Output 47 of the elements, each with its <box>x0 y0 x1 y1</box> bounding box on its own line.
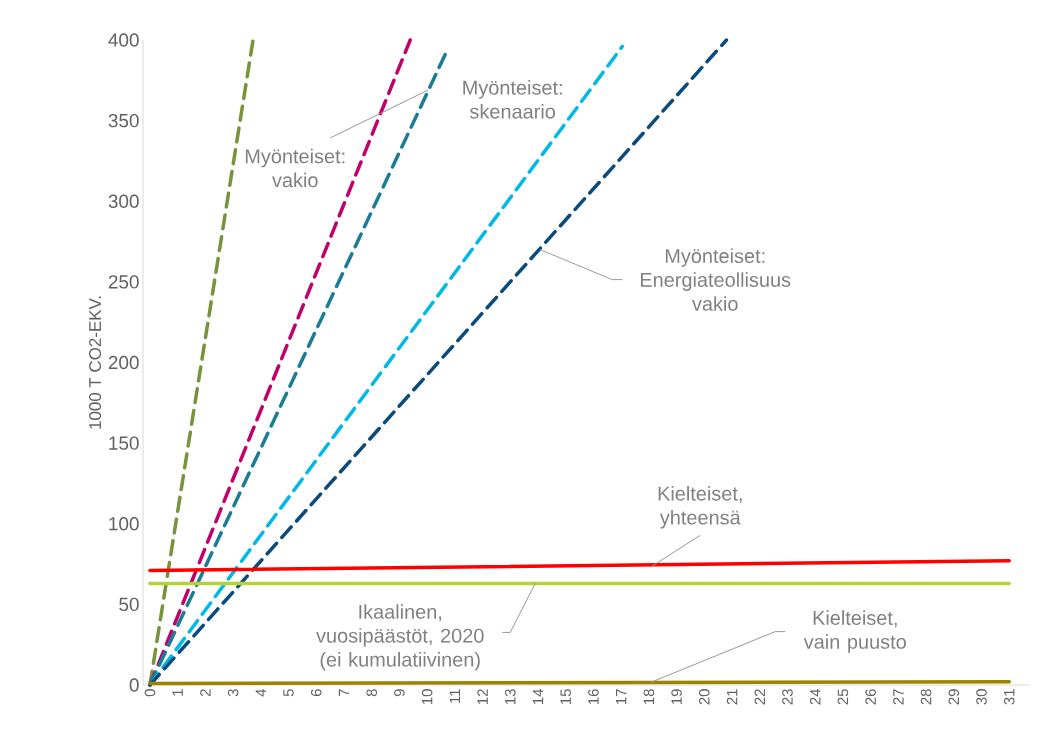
x-tick-label: 19 <box>671 689 682 704</box>
x-tick-label: 18 <box>643 689 655 704</box>
x-tick-label: 8 <box>366 689 377 697</box>
x-tick-label: 9 <box>394 689 405 697</box>
y-tick-label: 150 <box>109 436 139 450</box>
x-tick-label: 6 <box>310 689 322 697</box>
x-tick-label: 25 <box>837 689 849 705</box>
annotation: Kielteiset, vain puusto <box>803 610 906 653</box>
x-tick-label: 2 <box>200 689 211 697</box>
y-tick-label: 200 <box>108 355 139 370</box>
x-tick-label: 31 <box>1003 689 1015 705</box>
y-tick-label: 100 <box>109 517 139 531</box>
x-tick-label: 29 <box>948 689 960 705</box>
x-tick-label: 15 <box>560 689 571 704</box>
x-tick-label: 7 <box>338 689 350 697</box>
y-tick-label: 400 <box>108 33 139 47</box>
x-tick-label: 3 <box>227 689 239 697</box>
x-tick-label: 14 <box>532 688 544 704</box>
x-tick-label: 24 <box>809 688 821 705</box>
x-tick-label: 26 <box>865 689 876 705</box>
y-tick-label: 50 <box>119 597 139 612</box>
x-tick-label: 1 <box>172 689 183 696</box>
annotation: Myönteiset: vakio <box>245 148 345 188</box>
annotation: Myönteiset: Energiateollisuus vakio <box>640 248 791 311</box>
x-tick-label: 28 <box>920 689 932 705</box>
x-tick-label: 20 <box>699 689 710 705</box>
x-tick-label: 5 <box>283 689 294 697</box>
y-tick-label: 300 <box>108 194 139 208</box>
annotation: Kielteiset, yhteensä <box>658 486 742 529</box>
x-tick-label: 30 <box>976 689 987 705</box>
annotation: Ikaalinen, vuosipäästöt, 2020 (ei kumulatiivinen) <box>316 604 484 671</box>
x-tick-label: 13 <box>504 689 516 704</box>
x-tick-label: 21 <box>726 689 738 705</box>
x-tick-label: 4 <box>255 688 266 697</box>
x-tick-label: 17 <box>616 689 627 704</box>
y-axis-title: 1000 T CO2-EKV. <box>89 296 102 429</box>
x-tick-label: 12 <box>477 689 488 704</box>
annotation: Myönteiset: skenaario <box>463 80 562 119</box>
y-tick-label: 350 <box>108 113 139 128</box>
x-tick-label: 10 <box>421 689 433 704</box>
x-tick-label: 16 <box>588 689 599 704</box>
y-tick-label: 250 <box>108 275 139 289</box>
x-tick-label: 0 <box>144 689 156 697</box>
x-tick-label: 11 <box>449 689 460 703</box>
x-tick-label: 22 <box>754 689 765 705</box>
x-tick-label: 23 <box>782 689 793 705</box>
x-tick-label: 27 <box>893 689 904 705</box>
